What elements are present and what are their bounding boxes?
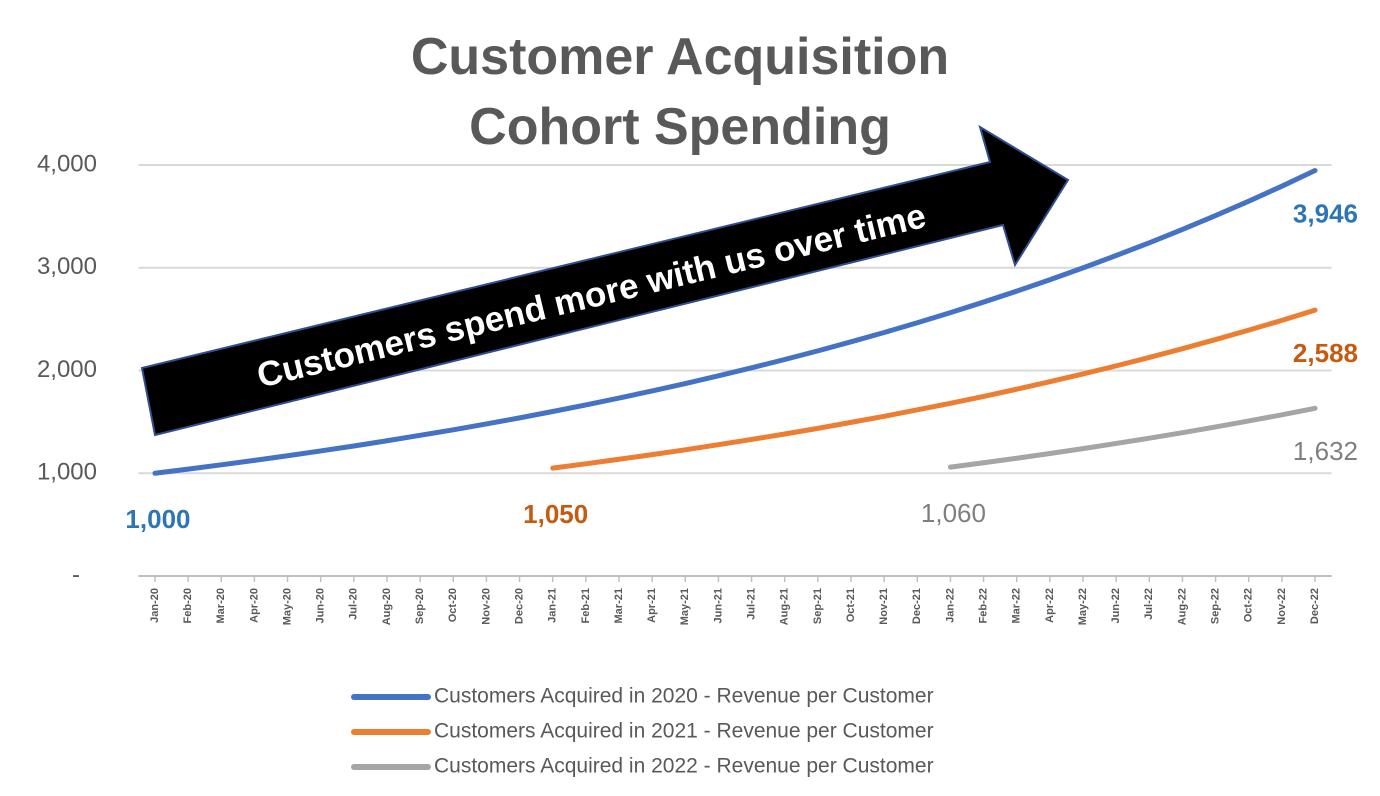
x-tick-label: Jun-22 <box>1110 588 1122 623</box>
x-tick-label: Aug-22 <box>1176 588 1188 625</box>
x-tick-label: Jul-20 <box>348 588 360 620</box>
chart-title: Customer Acquisition Cohort Spending <box>410 28 950 156</box>
legend-label: Customers Acquired in 2020 - Revenue per… <box>434 685 934 708</box>
x-tick-label: Dec-21 <box>911 588 923 624</box>
data-label: 1,000 <box>125 504 190 534</box>
x-tick-label: Mar-21 <box>613 588 625 623</box>
x-tick-label: Nov-20 <box>480 588 492 625</box>
x-tick-label: Aug-20 <box>381 588 393 625</box>
series-line <box>550 307 1318 471</box>
x-tick-label: Apr-20 <box>248 588 260 623</box>
x-tick-label: Dec-22 <box>1309 588 1321 624</box>
x-tick-label: Feb-22 <box>977 588 989 623</box>
y-tick-label: 2,000 <box>37 356 97 383</box>
x-tick-label: Sep-22 <box>1210 588 1222 624</box>
y-tick-label: 4,000 <box>37 150 97 177</box>
x-tick-label: Oct-20 <box>447 588 459 622</box>
x-tick-label: Oct-22 <box>1243 588 1255 622</box>
series-line <box>947 405 1318 470</box>
x-tick-label: Jun-21 <box>712 588 724 623</box>
x-tick-label: May-20 <box>281 588 293 625</box>
data-label: 2,588 <box>1293 338 1358 368</box>
legend-label: Customers Acquired in 2022 - Revenue per… <box>434 755 934 778</box>
x-tick-label: Mar-20 <box>215 588 227 623</box>
x-tick-label: Oct-21 <box>845 588 857 622</box>
series-line <box>152 168 1318 476</box>
x-tick-label: Jun-20 <box>315 588 327 623</box>
x-tick-label: Dec-20 <box>513 588 525 624</box>
x-tick-label: Jul-21 <box>745 588 757 620</box>
x-tick-label: Nov-22 <box>1276 588 1288 625</box>
x-tick-label: Jan-20 <box>149 588 161 623</box>
data-label: 3,946 <box>1293 198 1358 228</box>
x-tick-label: Apr-22 <box>1044 588 1056 623</box>
y-tick-label: - <box>72 561 80 588</box>
annotation: Customers spend more with us over time <box>253 196 929 395</box>
x-tick-label: Mar-22 <box>1011 588 1023 623</box>
y-tick-label: 3,000 <box>37 253 97 280</box>
x-tick-label: May-22 <box>1077 588 1089 625</box>
x-tick-label: Aug-21 <box>779 588 791 625</box>
x-tick-label: Sep-20 <box>414 588 426 624</box>
x-tick-label: Feb-21 <box>580 588 592 623</box>
x-tick-label: Jan-21 <box>547 588 559 623</box>
data-label: 1,632 <box>1293 436 1358 466</box>
x-tick-label: Sep-21 <box>812 588 824 624</box>
data-label: 1,050 <box>523 499 588 529</box>
x-tick-label: Feb-20 <box>182 588 194 623</box>
annotation-arrow <box>140 124 1070 437</box>
x-tick-label: Apr-21 <box>646 588 658 623</box>
x-tick-label: Jul-22 <box>1143 588 1155 620</box>
legend-label: Customers Acquired in 2021 - Revenue per… <box>434 720 934 743</box>
y-tick-label: 1,000 <box>37 459 97 486</box>
x-tick-label: May-21 <box>679 588 691 625</box>
x-tick-label: Nov-21 <box>878 588 890 625</box>
x-tick-label: Jan-22 <box>944 588 956 623</box>
data-label: 1,060 <box>921 498 986 528</box>
